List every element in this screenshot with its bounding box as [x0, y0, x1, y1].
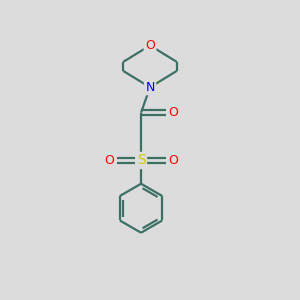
Text: O: O: [168, 106, 178, 119]
Text: O: O: [145, 39, 155, 52]
Text: S: S: [137, 154, 146, 167]
Text: N: N: [145, 81, 155, 94]
Text: O: O: [104, 154, 114, 167]
Text: O: O: [168, 154, 178, 167]
